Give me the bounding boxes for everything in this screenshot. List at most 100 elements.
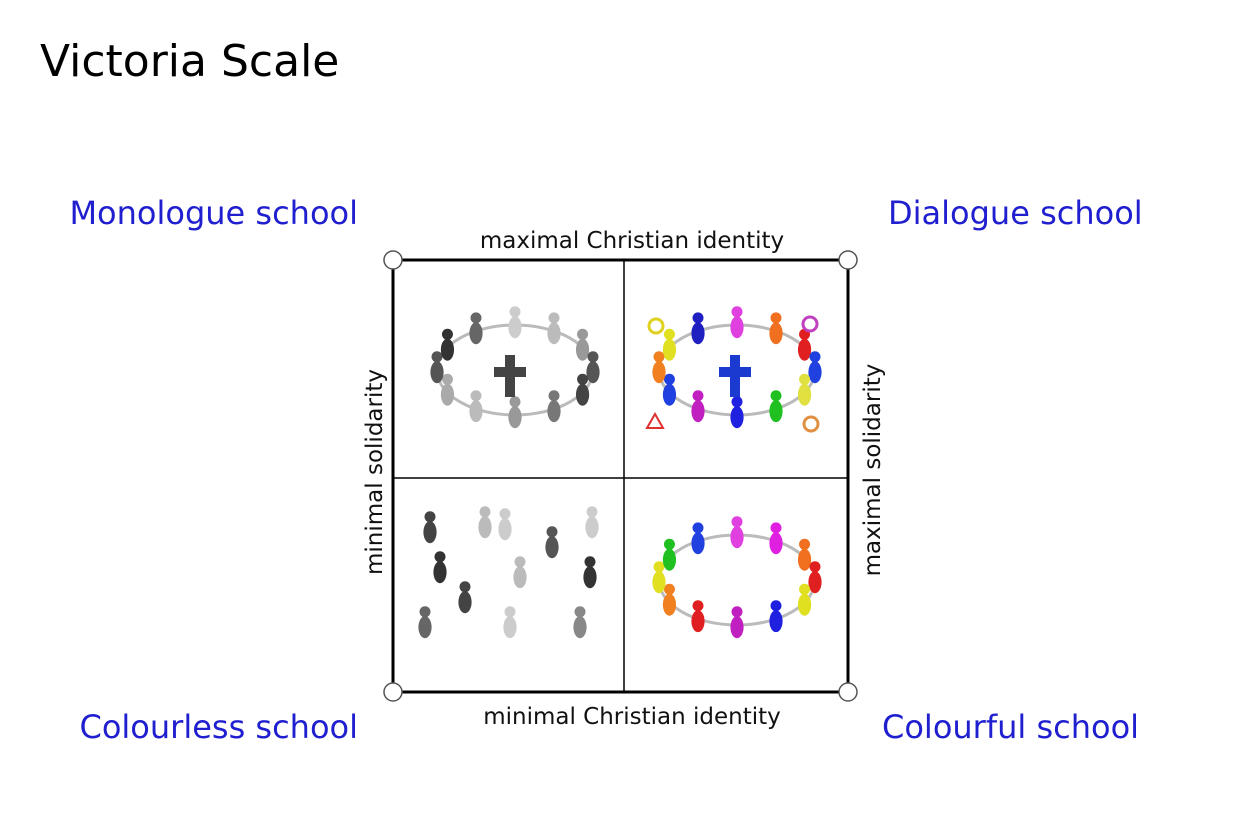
- figure-part: [548, 390, 560, 402]
- figure-part: [469, 322, 483, 345]
- figure-part: [809, 561, 821, 573]
- figure-part: [731, 606, 743, 618]
- figure-part: [692, 312, 704, 324]
- figure-part: [548, 312, 560, 324]
- figure-part: [769, 610, 783, 633]
- figure-part: [645, 411, 665, 429]
- figure-part: [584, 556, 596, 568]
- figure-part: [797, 383, 812, 406]
- axis-label: maximal Christian identity: [480, 228, 784, 254]
- figure-part: [769, 532, 783, 555]
- figure-part: [433, 561, 447, 584]
- figure-part: [514, 556, 526, 568]
- figure-part: [662, 338, 677, 361]
- figure-part: [423, 521, 437, 544]
- figure-part: [808, 571, 822, 594]
- figure-part: [469, 400, 483, 423]
- corner-handles: [383, 250, 858, 702]
- figure-part: [662, 593, 677, 616]
- quadrant-label: Monologue school: [69, 194, 358, 232]
- figure-part: [662, 548, 677, 571]
- figure-part: [691, 610, 705, 633]
- figure-part: [809, 351, 821, 363]
- figure-part: [801, 315, 819, 333]
- figure-part: [731, 396, 743, 408]
- figure-part: [691, 322, 705, 345]
- figure-part: [691, 532, 705, 555]
- figure-part: [431, 351, 443, 363]
- figure-part: [769, 400, 783, 423]
- quadrant-label: Dialogue school: [888, 194, 1143, 232]
- figure-part: [647, 317, 665, 335]
- figure-part: [459, 581, 471, 593]
- figure-part: [585, 516, 599, 539]
- figure-part: [470, 390, 482, 402]
- figure-part: [808, 361, 822, 384]
- figure-part: [799, 373, 811, 385]
- figure-part: [797, 338, 812, 361]
- figure-part: [546, 526, 558, 538]
- figure-part: [730, 316, 744, 339]
- figure-part: [583, 566, 597, 589]
- figure-part: [508, 316, 522, 339]
- figure-part: [692, 522, 704, 534]
- figure-part: [731, 306, 743, 318]
- quadrant-label: Colourless school: [79, 708, 358, 746]
- figure-part: [652, 361, 666, 384]
- figure-part: [770, 600, 782, 612]
- figure-part: [575, 338, 590, 361]
- figure-part: [663, 538, 675, 550]
- axis-label: maximal solidarity: [860, 364, 886, 577]
- figure-part: [586, 361, 600, 384]
- figure-part: [692, 390, 704, 402]
- figure-part: [799, 583, 811, 595]
- figure-part: [573, 616, 587, 639]
- figure-part: [662, 383, 677, 406]
- figure-part: [430, 361, 444, 384]
- figure-part: [503, 616, 517, 639]
- figure-part: [797, 548, 812, 571]
- figure-part: [499, 508, 511, 520]
- figure-part: [470, 312, 482, 324]
- figure-part: [458, 591, 472, 614]
- figure-part: [799, 538, 811, 550]
- figure-part: [440, 383, 455, 406]
- figure-part: [513, 566, 527, 589]
- figure-part: [587, 351, 599, 363]
- figure-part: [770, 522, 782, 534]
- figure-part: [574, 606, 586, 618]
- figure-part: [577, 373, 589, 385]
- figure-part: [509, 396, 521, 408]
- figure-part: [692, 600, 704, 612]
- figure-part: [424, 511, 436, 523]
- figure-part: [498, 518, 512, 541]
- figure-part: [652, 571, 666, 594]
- figure-part: [770, 390, 782, 402]
- figure-part: [663, 373, 675, 385]
- figure-part: [434, 551, 446, 563]
- figure-part: [731, 516, 743, 528]
- figure-part: [494, 367, 526, 377]
- figure-part: [504, 606, 516, 618]
- figure-part: [663, 328, 675, 340]
- figure-part: [508, 406, 522, 429]
- figure-part: [547, 322, 561, 345]
- figure-part: [575, 383, 590, 406]
- figure-part: [586, 506, 598, 518]
- axis-label: minimal Christian identity: [483, 704, 781, 730]
- figure-part: [691, 400, 705, 423]
- figure-part: [653, 351, 665, 363]
- figure-part: [509, 306, 521, 318]
- grid-frame: [391, 258, 850, 694]
- figure-part: [730, 616, 744, 639]
- figure-part: [577, 328, 589, 340]
- figure-part: [797, 593, 812, 616]
- figure-part: [653, 561, 665, 573]
- figure-part: [769, 322, 783, 345]
- figure-part: [545, 536, 559, 559]
- figure-part: [479, 506, 491, 518]
- figure-part: [478, 516, 492, 539]
- figure-part: [441, 373, 453, 385]
- figure-part: [802, 415, 820, 433]
